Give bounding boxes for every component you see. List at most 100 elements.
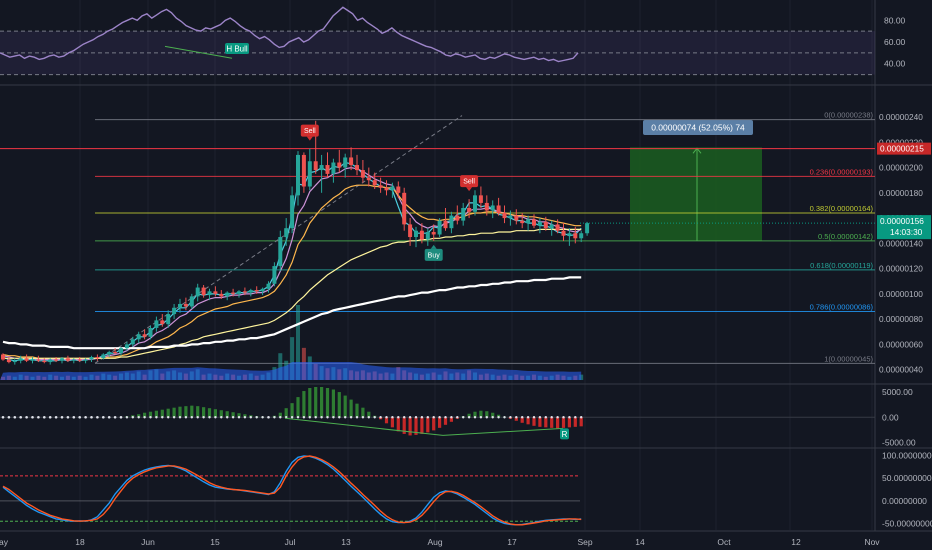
stoch-tick-label: 0.00000000 — [882, 496, 927, 506]
candle-body — [12, 360, 17, 363]
macd-cross-dot — [438, 416, 441, 419]
rsi-hbull-label: H Bull — [226, 45, 248, 54]
macd-cross-dot — [320, 416, 323, 419]
macd-bar — [343, 395, 347, 418]
sell-marker — [300, 124, 319, 137]
volume-bar — [296, 305, 300, 380]
target-zone — [630, 147, 762, 241]
macd-bar — [443, 417, 448, 425]
macd-bar — [302, 391, 306, 418]
macd-bar — [243, 414, 247, 418]
candle-body — [408, 224, 413, 238]
macd-cross-dot — [544, 416, 547, 419]
candle-body — [113, 351, 118, 354]
macd-tick-label: -5000.00 — [882, 437, 916, 447]
buy-marker — [424, 248, 443, 261]
macd-cross-dot — [467, 416, 471, 419]
macd-cross-dot — [444, 416, 447, 419]
candle-body — [107, 351, 112, 355]
macd-bar — [349, 399, 353, 418]
macd-zero-dot — [60, 415, 64, 419]
candle-body — [248, 290, 253, 293]
candle-body — [549, 224, 554, 229]
macd-bar — [137, 414, 141, 418]
candle-body — [349, 157, 354, 166]
macd-cross-dot — [161, 416, 164, 419]
macd-cross-dot — [403, 416, 406, 419]
macd-cross-dot — [237, 416, 241, 419]
candle-body — [119, 348, 123, 354]
rsi-tick-label: 80.00 — [884, 15, 906, 25]
candle-body — [526, 219, 531, 224]
time-axis: May 18 Jun 15 Jul 13 Aug 17 Sep 14 Oct 12 Nov — [0, 537, 880, 547]
candle-body — [555, 224, 560, 231]
candle-body — [6, 359, 11, 363]
candle-body — [225, 292, 230, 297]
macd-zero-dot — [31, 415, 34, 419]
macd-bar — [207, 408, 212, 418]
price-pane: 0.00000074 (52.05%) 74 0(0.00000238) 0.236… — [0, 111, 931, 380]
macd-zero-dot — [37, 415, 40, 419]
volume-bar — [278, 353, 283, 380]
candle-body — [290, 195, 295, 229]
sell-marker — [460, 175, 479, 188]
candle-body — [24, 358, 29, 361]
macd-cross-dot — [279, 416, 282, 419]
macd-bar — [514, 417, 518, 421]
macd-bar — [219, 410, 223, 418]
candle-body — [573, 233, 578, 239]
time-tick-label: 15 — [210, 537, 220, 547]
candle-body — [307, 161, 312, 187]
stoch-pane: 100.00000000 50.00000000 0.00000000 -50.000… — [0, 451, 932, 528]
macd-zero-dot — [43, 415, 46, 419]
candles — [1, 120, 590, 365]
time-tick-label: Jun — [141, 537, 155, 547]
macd-bar — [367, 411, 371, 418]
macd-pane: R 5000.00 0.00 -5000.00 — [0, 387, 916, 447]
macd-bar — [396, 417, 400, 432]
macd-bar — [550, 417, 554, 428]
macd-bar — [432, 417, 436, 431]
countdown-label: 14:03:30 — [890, 227, 923, 237]
time-tick-label: 17 — [507, 537, 517, 547]
candle-body — [414, 230, 418, 238]
macd-cross-dot — [462, 416, 465, 419]
macd-bar — [526, 417, 530, 425]
candle-body — [390, 186, 395, 191]
macd-cross-dot — [202, 416, 205, 419]
candle-body — [18, 358, 23, 361]
macd-zero-dot — [84, 415, 87, 419]
macd-cross-dot — [326, 416, 329, 419]
macd-bar — [148, 411, 153, 418]
macd-cross-dot — [172, 416, 176, 419]
price-tick-label: 0.00000180 — [879, 188, 923, 198]
sell-marker-pointer — [306, 136, 313, 141]
macd-cross-dot — [261, 416, 264, 419]
candle-body — [396, 186, 401, 193]
macd-cross-dot — [125, 416, 129, 419]
macd-cross-dot — [131, 416, 134, 419]
candle-body — [520, 220, 525, 224]
candle-body — [160, 320, 165, 325]
macd-cross-dot — [408, 416, 412, 419]
candle-body — [142, 334, 147, 337]
buy-marker-label: Buy — [428, 252, 441, 259]
macd-bar — [556, 417, 560, 429]
macd-cross-dot — [178, 416, 182, 419]
stoch-tick-label: 100.00000000 — [882, 451, 932, 461]
time-tick-label: 12 — [791, 537, 801, 547]
macd-zero-dot — [1, 415, 5, 419]
macd-r-label: R — [562, 430, 568, 439]
macd-bar — [497, 414, 501, 418]
macd-cross-dot — [249, 416, 252, 419]
macd-bar — [467, 413, 471, 418]
candle-body — [502, 213, 507, 219]
macd-bar — [479, 410, 483, 418]
candle-body — [77, 359, 82, 361]
candle-body — [172, 307, 177, 315]
rsi-tick-label: 40.00 — [884, 59, 906, 69]
fib-level-label: 0.618(0.00000119) — [810, 261, 873, 270]
candle-body — [65, 358, 70, 361]
macd-cross-dot — [332, 416, 335, 419]
